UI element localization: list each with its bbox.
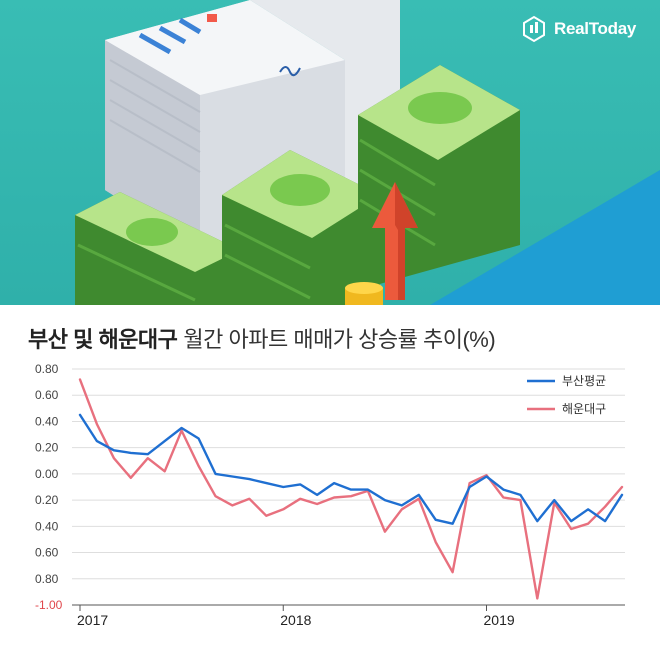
y-tick-label: -1.00: [35, 598, 63, 612]
y-tick-label: 0.80: [35, 362, 59, 376]
legend-label-0: 부산평균: [562, 374, 606, 388]
y-tick-label: 0.40: [35, 519, 59, 533]
line-chart: 0.80 0.60 0.40 0.20 0.00 0.20 0.40 0.60 0.80 -1.0…: [35, 362, 625, 628]
x-tick-label: 2018: [280, 612, 311, 628]
x-axis: 2017 2018 2019: [72, 604, 625, 628]
y-tick-label: 0.00: [35, 467, 59, 481]
series-line-0: [78, 413, 624, 525]
y-tick-label: 0.80: [35, 572, 59, 586]
y-tick-label: 0.20: [35, 493, 59, 507]
x-tick-label: 2019: [484, 612, 515, 628]
headline-rest: 월간 아파트 매매가 상승률 추이(%): [183, 327, 496, 352]
coin-stack-icon: [345, 282, 383, 305]
y-tick-label: 0.60: [35, 388, 59, 402]
red-up-arrow-icon: [372, 182, 418, 300]
y-tick-label: 0.40: [35, 414, 59, 428]
y-tick-label: 0.60: [35, 546, 59, 560]
hero-illustration: [0, 0, 660, 305]
y-tick-label: 0.20: [35, 441, 59, 455]
y-axis: 0.80 0.60 0.40 0.20 0.00 0.20 0.40 0.60 0.80 -1.0…: [35, 362, 63, 612]
money-stack-icon: [75, 65, 520, 305]
legend-label-1: 해운대구: [562, 402, 606, 416]
brand-logo: RealToday: [520, 14, 636, 44]
blue-floor-shape: [430, 170, 660, 305]
x-tick-label: 2017: [77, 612, 108, 628]
series-line-1: [78, 378, 624, 600]
headline-strong: 부산 및 해운대구: [28, 327, 178, 352]
brand-name: RealToday: [554, 19, 637, 38]
chart-series: [78, 378, 624, 600]
real-today-logo-icon: [523, 15, 545, 43]
chart-headline: 부산 및 해운대구 월간 아파트 매매가 상승률 추이(%): [28, 322, 496, 354]
